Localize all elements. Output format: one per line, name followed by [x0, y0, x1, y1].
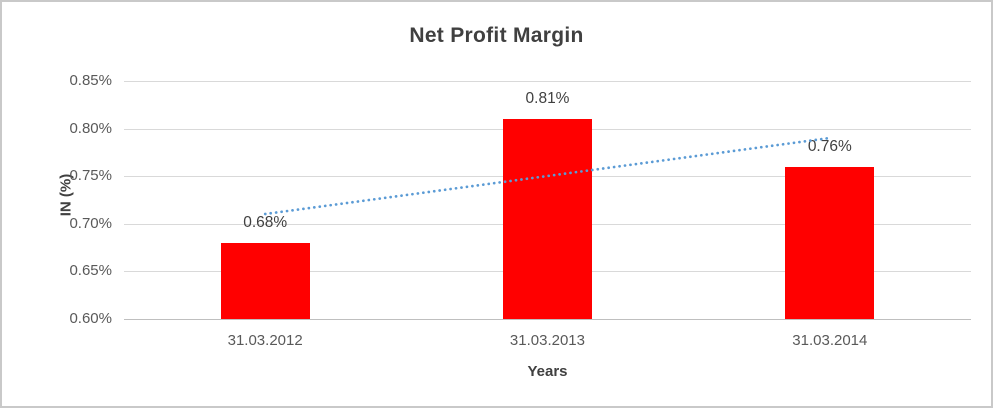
- y-tick-label: 0.80%: [69, 119, 112, 137]
- x-axis-title: Years: [527, 363, 568, 380]
- bar-value-label: 0.81%: [525, 90, 570, 107]
- bar-value-label: 0.76%: [807, 137, 852, 155]
- chart-title: Net Profit Margin: [409, 24, 584, 47]
- y-tick-label: 0.70%: [69, 214, 112, 232]
- bar-value-label: 0.68%: [243, 213, 288, 231]
- gridline: [124, 81, 971, 82]
- y-tick-label: 0.65%: [69, 262, 112, 279]
- gridline: [124, 318, 971, 320]
- bar: [220, 242, 310, 319]
- x-tick-label: 31.03.2013: [509, 332, 585, 349]
- y-tick-label: 0.85%: [69, 72, 112, 89]
- y-tick-label: 0.75%: [69, 167, 112, 184]
- x-tick-label: 31.03.2014: [792, 332, 868, 349]
- bar: [503, 119, 592, 319]
- bar: [785, 166, 875, 319]
- x-tick-label: 31.03.2012: [227, 332, 303, 349]
- y-tick-label: 0.60%: [69, 309, 112, 327]
